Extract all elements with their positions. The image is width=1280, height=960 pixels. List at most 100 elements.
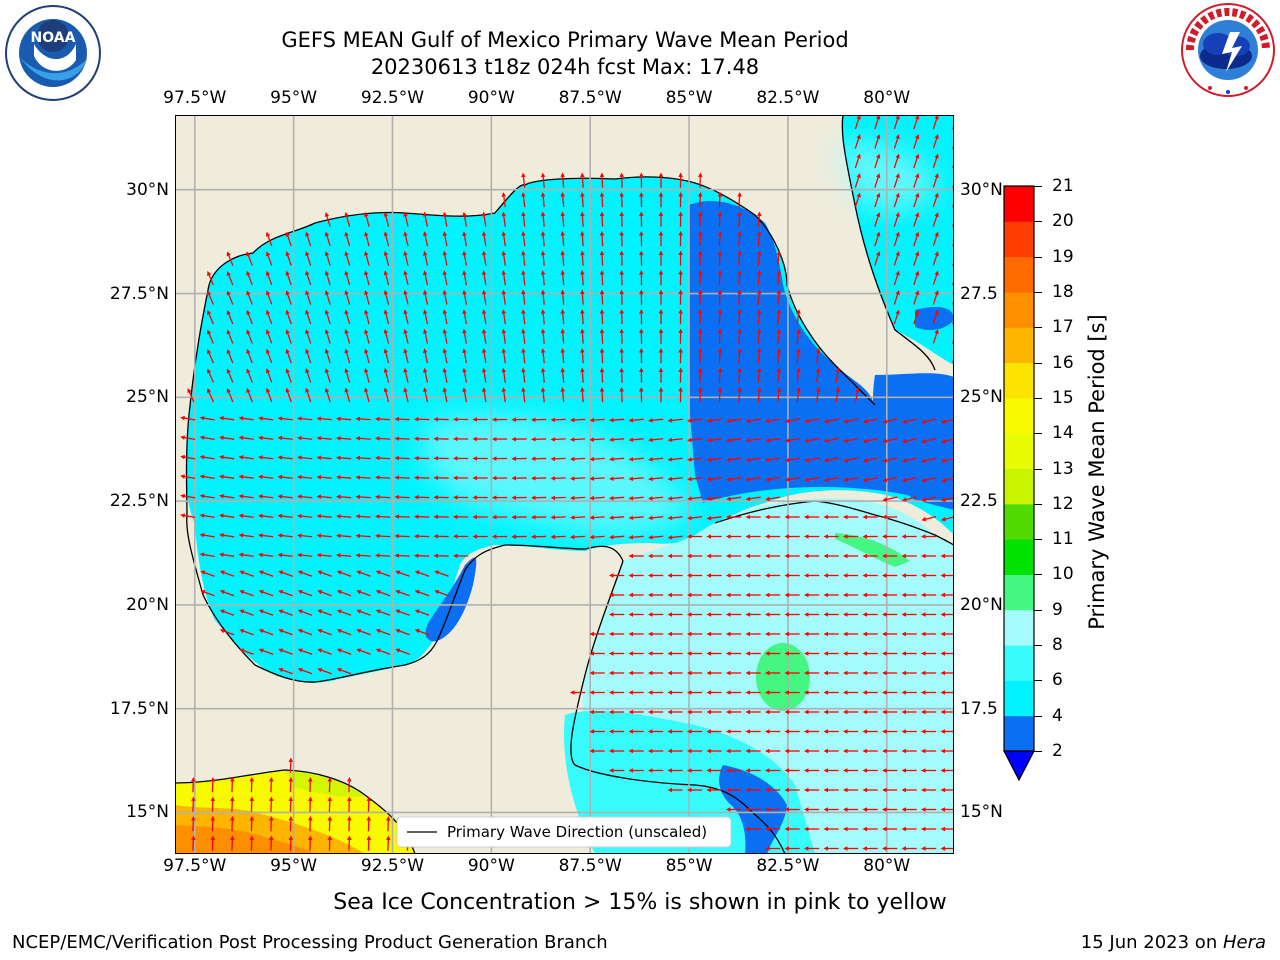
wave-arrow: [462, 387, 468, 403]
wave-arrow: [687, 670, 703, 676]
wave-arrow: [804, 534, 820, 539]
wave-arrow: [648, 729, 664, 734]
wave-arrow: [667, 670, 683, 676]
wave-arrow: [921, 729, 937, 734]
colorbar-tick-mark: [1034, 751, 1042, 752]
wave-arrow: [580, 270, 585, 286]
wave-arrow: [639, 192, 644, 208]
cuba-north-dark: [872, 373, 954, 510]
colorbar-band: [1004, 221, 1034, 258]
wave-arrow: [269, 835, 274, 851]
wave-arrow: [678, 348, 683, 364]
wave-arrow: [893, 115, 900, 130]
lat-tick-left: 25°N: [126, 387, 169, 408]
wave-arrow: [921, 807, 937, 812]
wave-arrow: [180, 415, 196, 421]
wave-arrow: [383, 289, 390, 305]
wave-arrow: [317, 570, 332, 577]
wave-arrow: [511, 514, 527, 520]
wave-arrow: [453, 475, 469, 481]
wave-arrow: [706, 592, 722, 598]
wave-arrow: [375, 533, 391, 539]
wave-arrow: [765, 709, 781, 715]
wave-direction-legend: Primary Wave Direction (unscaled): [396, 816, 732, 848]
colorbar-tick-mark: [1034, 256, 1042, 258]
wave-arrow: [560, 387, 566, 403]
wave-arrow: [667, 748, 683, 754]
wave-arrow: [403, 231, 409, 247]
wave-arrow: [687, 748, 703, 754]
wave-arrow: [180, 513, 196, 519]
wave-arrow: [823, 457, 839, 463]
wave-arrow: [706, 573, 722, 578]
wave-arrow: [434, 589, 449, 597]
wave-arrow: [219, 513, 235, 519]
wave-arrow: [921, 418, 937, 424]
wave-arrow: [550, 534, 566, 540]
wave-arrow: [667, 573, 683, 578]
wave-arrow: [599, 367, 605, 383]
lon-tick-bottom: 85°W: [665, 856, 713, 876]
wave-arrow: [628, 631, 644, 637]
wave-arrow: [717, 387, 723, 403]
wave-arrow: [599, 348, 605, 364]
wave-arrow: [308, 816, 313, 832]
wave-arrow: [324, 348, 331, 364]
wave-arrow: [901, 553, 917, 559]
wave-arrow: [336, 648, 352, 655]
wave-arrow: [403, 211, 409, 227]
wave-arrow: [687, 496, 703, 501]
wave-arrow: [238, 552, 254, 558]
wave-arrow: [698, 250, 703, 266]
wave-arrow: [531, 417, 547, 423]
wave-arrow: [210, 835, 216, 851]
wave-arrow: [628, 670, 644, 676]
wave-arrow: [297, 455, 313, 460]
colorbar-extend-arrow: [1003, 750, 1035, 782]
wave-arrow: [347, 816, 352, 832]
wave-arrow: [745, 768, 761, 773]
wave-arrow: [258, 513, 274, 519]
wave-arrow: [901, 573, 917, 578]
wave-arrow: [921, 612, 937, 617]
wave-arrow: [796, 367, 801, 383]
wave-arrow: [560, 289, 566, 305]
wave-arrow: [356, 648, 371, 655]
wave-arrow: [324, 309, 331, 325]
wave-arrow: [521, 289, 526, 305]
wave-arrow: [375, 628, 391, 636]
wave-arrow: [862, 846, 878, 851]
wave-arrow: [317, 628, 332, 636]
wave-arrow: [726, 514, 742, 520]
wave-arrow: [843, 457, 859, 463]
wave-arrow: [765, 748, 781, 754]
wave-arrow: [492, 475, 508, 481]
wave-arrow: [893, 153, 900, 169]
wave-arrow: [882, 457, 898, 463]
wave-arrow: [619, 172, 624, 188]
wave-arrow: [776, 289, 782, 305]
wave-arrow: [180, 454, 196, 460]
wave-arrow: [462, 367, 468, 383]
wave-arrow: [726, 651, 742, 656]
wave-arrow: [219, 455, 235, 460]
wave-arrow: [823, 476, 839, 482]
wave-arrow: [258, 533, 274, 538]
wave-arrow: [745, 807, 761, 812]
wave-arrow: [285, 368, 292, 383]
wave-arrow: [698, 387, 703, 403]
wave-arrow: [531, 437, 547, 442]
colorbar-band: [1004, 433, 1034, 469]
wave-arrow: [913, 290, 920, 305]
colorbar-tick-mark: [1034, 433, 1042, 435]
wave-arrow: [180, 493, 196, 499]
wave-arrow: [239, 570, 254, 577]
wave-arrow: [501, 309, 507, 325]
wave-arrow: [492, 417, 508, 422]
wave-arrow: [796, 387, 801, 403]
wave-arrow: [639, 367, 644, 383]
wave-arrow: [200, 589, 215, 597]
wave-arrow: [854, 153, 861, 169]
wave-arrow: [580, 289, 585, 305]
wave-arrow: [521, 309, 526, 325]
